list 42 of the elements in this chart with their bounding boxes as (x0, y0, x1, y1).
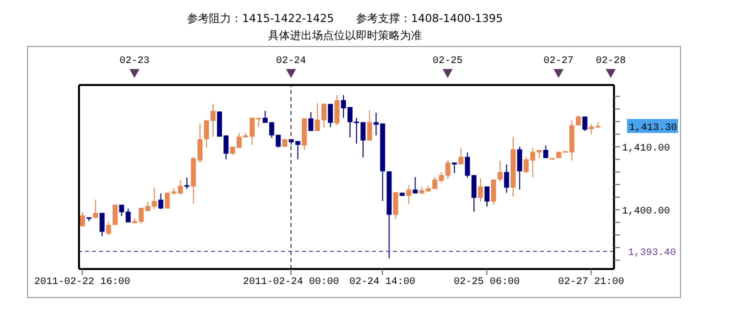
candlestick (367, 110, 372, 141)
candlestick (582, 116, 588, 132)
chart-title: 参考阻力：1415-1422-1425 参考支撑：1408-1400-1395 (186, 11, 504, 27)
candlestick (412, 176, 418, 194)
candlestick (112, 204, 118, 226)
text: 02-28 (596, 56, 626, 67)
candlestick (478, 178, 483, 202)
candlestick (106, 221, 112, 236)
candlestick (406, 184, 412, 205)
candlestick (517, 146, 522, 190)
candlestick (328, 103, 333, 128)
candlestick (498, 160, 503, 182)
text: 02-25 (432, 56, 463, 67)
candlestick (80, 212, 85, 228)
candlestick (458, 148, 464, 165)
candlestick (93, 199, 98, 218)
candlestick (504, 164, 510, 194)
text: 1,413.30 (629, 122, 678, 134)
ref-line-label: 1,393.40 (628, 248, 676, 259)
x-tick-label: 02-27 21:00 (558, 277, 624, 288)
candlestick (152, 187, 157, 210)
x-tick-label: 2011-02-24 00:00 (243, 277, 340, 288)
candlestick (100, 212, 105, 237)
x-tick-label: 2011-02-22 16:00 (34, 277, 130, 288)
y-tick-label: 1,400.00 (622, 206, 670, 218)
candlestick (491, 179, 496, 206)
candlestick (158, 192, 164, 210)
candlestick (452, 162, 457, 174)
candlestick (576, 114, 581, 126)
candlestick (334, 94, 340, 126)
x-tick-label: 02-25 06:00 (454, 277, 520, 288)
y-tick-label: 1,410.00 (622, 143, 670, 154)
candlestick (184, 177, 190, 190)
candlestick (308, 112, 314, 132)
candlestick (393, 192, 398, 220)
candlestick (543, 144, 548, 159)
x-tick-label: 02-24 14:00 (349, 277, 416, 288)
text: 02-24 (276, 56, 306, 67)
candlestick (484, 186, 490, 208)
text: 02-23 (119, 56, 150, 67)
chart-subtitle: 具体进出场点位以即时策略为准 (267, 28, 423, 44)
text: 02-27 (544, 56, 574, 67)
